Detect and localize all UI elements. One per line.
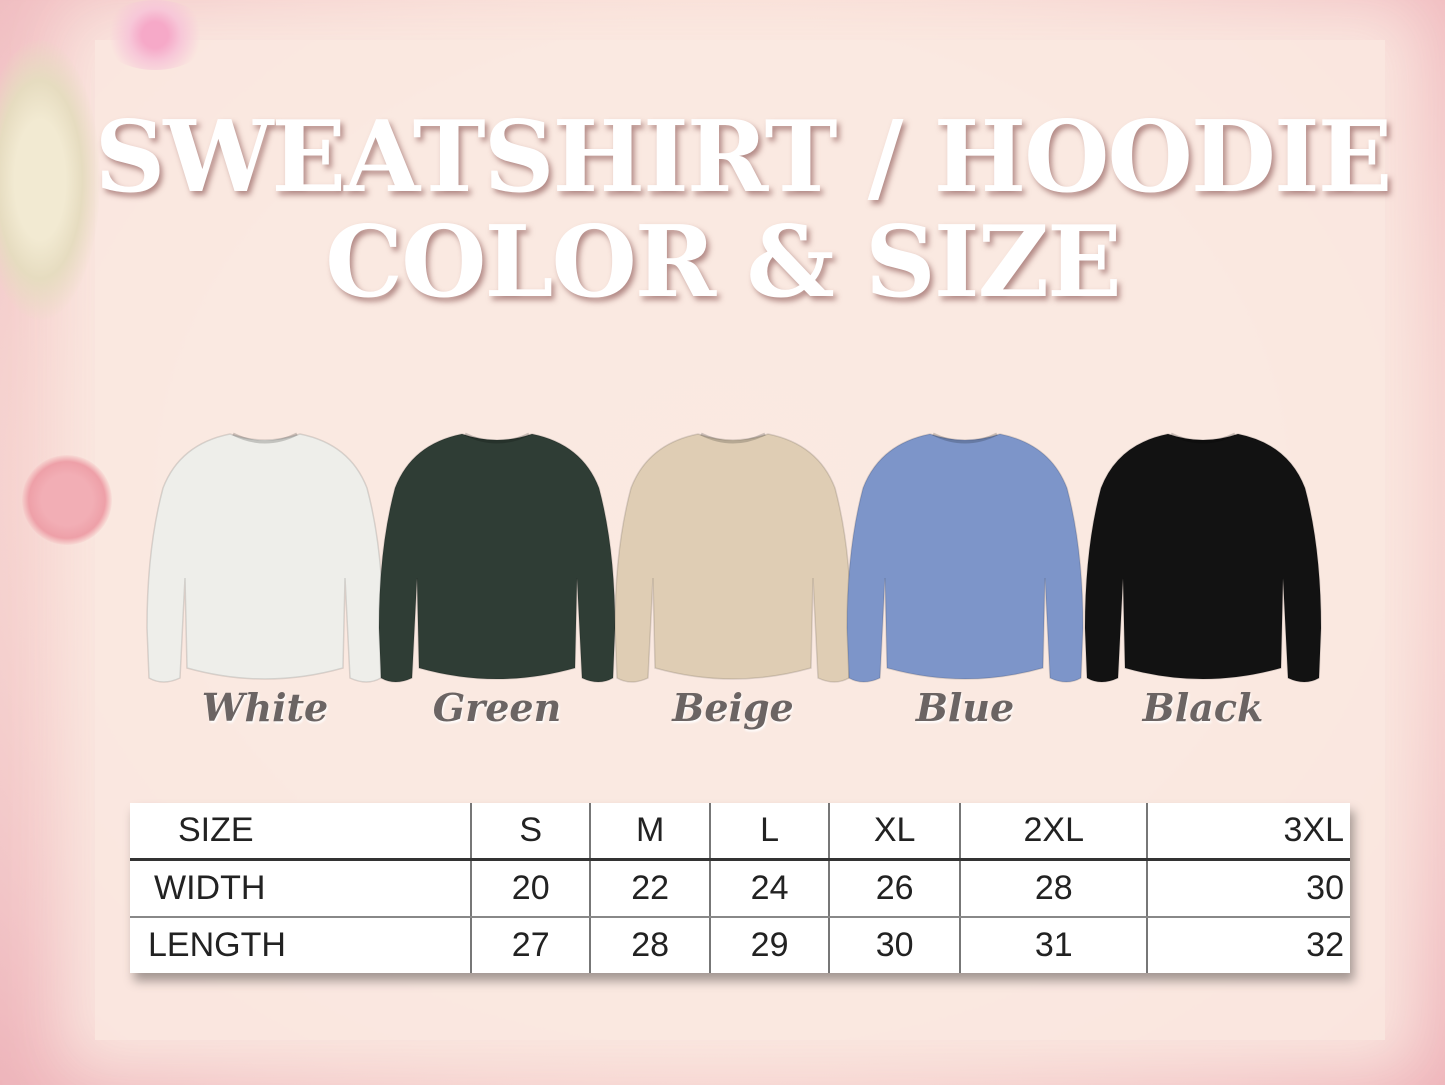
table-cell: 24 [708, 859, 830, 918]
header-cell: M [589, 803, 710, 861]
color-label: Green [432, 685, 562, 730]
sweatshirt-green-image [377, 428, 617, 690]
table-cell: 31 [959, 917, 1148, 973]
flower-decoration-icon [0, 40, 100, 320]
table-cell: 30 [1146, 859, 1350, 918]
table-cell: 32 [1146, 917, 1350, 973]
table-cell: 28 [959, 859, 1148, 918]
sweatshirt-beige-image [613, 428, 853, 690]
title-line-2: COLOR & SIZE [325, 205, 1122, 320]
header-cell: 3XL [1146, 803, 1350, 861]
header-cell: L [708, 803, 830, 861]
sweatshirt-white-image [145, 428, 385, 690]
flower-decoration-icon [100, 0, 210, 70]
table-cell: 26 [828, 859, 961, 918]
table-cell: 22 [589, 859, 710, 918]
title-line-1: SWEATSHIRT / HOODIE [94, 100, 1393, 215]
table-row: WIDTH 20 22 24 26 28 30 [130, 859, 1350, 918]
row-label: WIDTH [130, 859, 471, 918]
header-cell: 2XL [959, 803, 1148, 861]
size-table: SIZE S M L XL 2XL 3XL WIDTH 20 22 24 26 … [130, 803, 1350, 973]
button-decoration-icon [22, 455, 112, 545]
color-label: Blue [915, 685, 1015, 730]
sweatshirt-blue-image [845, 428, 1085, 690]
table-cell: 20 [469, 859, 591, 918]
header-cell: S [469, 803, 591, 861]
row-label: LENGTH [148, 926, 286, 964]
table-header-row: SIZE S M L XL 2XL 3XL [130, 803, 1350, 861]
header-cell: XL [828, 803, 961, 861]
table-cell: 30 [828, 917, 961, 973]
color-label: Black [1142, 685, 1264, 730]
table-cell: 27 [469, 917, 591, 973]
sweatshirt-black-image [1083, 428, 1323, 690]
table-cell: 28 [589, 917, 710, 973]
header-cell: SIZE [130, 803, 471, 861]
color-label: White [201, 685, 329, 730]
table-row: LENGTH 27 28 29 30 31 32 [130, 917, 1350, 973]
table-cell: 29 [708, 917, 830, 973]
color-label: Beige [672, 685, 794, 730]
